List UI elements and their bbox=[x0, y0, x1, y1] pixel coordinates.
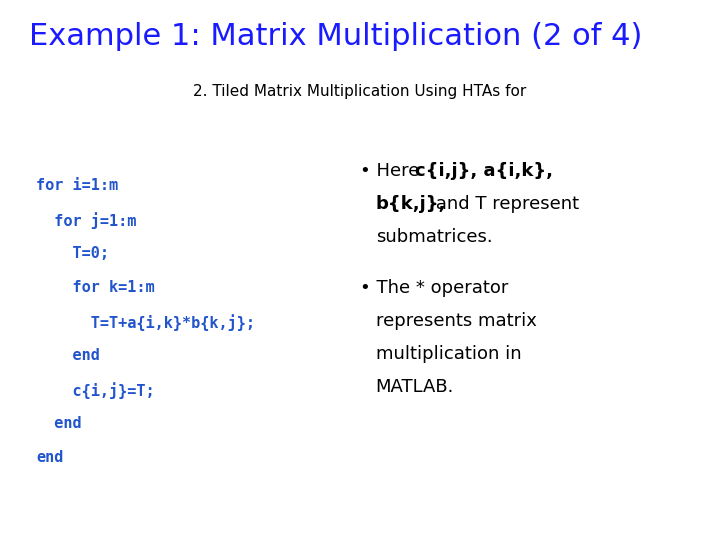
Text: b{k,j},: b{k,j}, bbox=[376, 195, 446, 213]
Text: for j=1:m: for j=1:m bbox=[36, 212, 136, 229]
Text: represents matrix: represents matrix bbox=[376, 312, 536, 329]
Text: multiplication in: multiplication in bbox=[376, 345, 521, 363]
Text: c{i,j}, a{i,k},: c{i,j}, a{i,k}, bbox=[415, 162, 552, 180]
Text: Example 1: Matrix Multiplication (2 of 4): Example 1: Matrix Multiplication (2 of 4… bbox=[29, 22, 642, 51]
Text: T=0;: T=0; bbox=[36, 246, 109, 261]
Text: and T represent: and T represent bbox=[431, 195, 580, 213]
Text: c{i,j}=T;: c{i,j}=T; bbox=[36, 382, 155, 399]
Text: submatrices.: submatrices. bbox=[376, 228, 492, 246]
Text: 2. Tiled Matrix Multiplication Using HTAs for: 2. Tiled Matrix Multiplication Using HTA… bbox=[194, 84, 526, 99]
Text: for k=1:m: for k=1:m bbox=[36, 280, 155, 295]
Text: • Here: • Here bbox=[360, 162, 425, 180]
Text: for i=1:m: for i=1:m bbox=[36, 178, 118, 193]
Text: T=T+a{i,k}*b{k,j};: T=T+a{i,k}*b{k,j}; bbox=[36, 314, 255, 331]
Text: • The * operator: • The * operator bbox=[360, 279, 508, 296]
Text: MATLAB.: MATLAB. bbox=[376, 378, 454, 396]
Text: end: end bbox=[36, 450, 63, 465]
Text: end: end bbox=[36, 416, 81, 431]
Text: end: end bbox=[36, 348, 100, 363]
